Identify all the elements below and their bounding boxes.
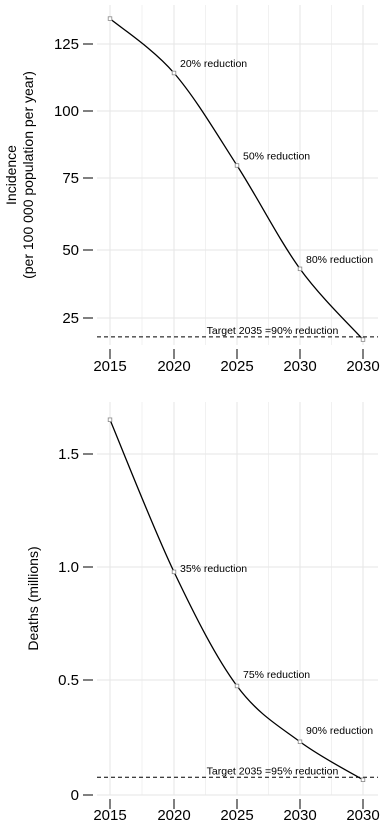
x-tick-label: 2030 <box>346 358 379 375</box>
reduction-label: 50% reduction <box>243 150 310 162</box>
x-tick-label: 2030 <box>283 358 316 375</box>
reduction-label: 75% reduction <box>243 669 310 681</box>
data-point <box>171 70 177 76</box>
x-tick-label: 2025 <box>220 358 253 375</box>
target-label: Target 2035 =90% reduction <box>207 325 339 337</box>
y-axis-title: Incidence <box>3 145 19 205</box>
reduction-label: 35% reduction <box>180 563 247 575</box>
y-tick-label: 25 <box>62 310 79 327</box>
y-axis-title: Deaths (millions) <box>25 546 41 650</box>
data-point <box>234 683 240 689</box>
reduction-label: 80% reduction <box>306 254 373 266</box>
y-axis-title: (per 100 000 population per year) <box>20 71 36 279</box>
x-tick-label: 2020 <box>157 807 190 824</box>
y-tick-label: 100 <box>54 103 79 120</box>
x-tick-label: 2030 <box>283 807 316 824</box>
data-point <box>360 777 366 782</box>
y-tick-label: 1.0 <box>58 559 79 576</box>
x-tick-label: 2015 <box>93 358 126 375</box>
reduction-label: 90% reduction <box>306 725 373 737</box>
target-label: Target 2035 =95% reduction <box>207 765 339 777</box>
series-line <box>109 419 364 781</box>
data-point <box>360 337 366 342</box>
x-tick-label: 2025 <box>220 807 253 824</box>
y-tick-label: 75 <box>62 170 79 187</box>
y-tick-label: 0.5 <box>58 672 79 689</box>
data-point <box>234 163 240 168</box>
x-tick-label: 2015 <box>93 807 126 824</box>
y-tick-label: 125 <box>54 36 79 53</box>
reduction-label: 20% reduction <box>180 58 247 70</box>
data-point <box>107 417 113 422</box>
data-point <box>107 16 113 21</box>
x-tick-label: 2020 <box>157 358 190 375</box>
x-tick-label: 2030 <box>346 807 379 824</box>
y-tick-label: 1.5 <box>58 446 79 463</box>
data-point <box>171 569 177 575</box>
data-point <box>297 266 303 272</box>
y-tick-label: 50 <box>62 242 79 259</box>
data-point <box>297 739 303 744</box>
chart-2: 0 0.5 1.0 1.5 2015 2020 2025 2030 2030 Deaths (mi… <box>25 401 380 824</box>
y-tick-label: 0 <box>71 787 79 804</box>
chart-1: 25 50 75 100 125 2015 2020 2025 2030 2030 Incidenc… <box>3 4 380 375</box>
